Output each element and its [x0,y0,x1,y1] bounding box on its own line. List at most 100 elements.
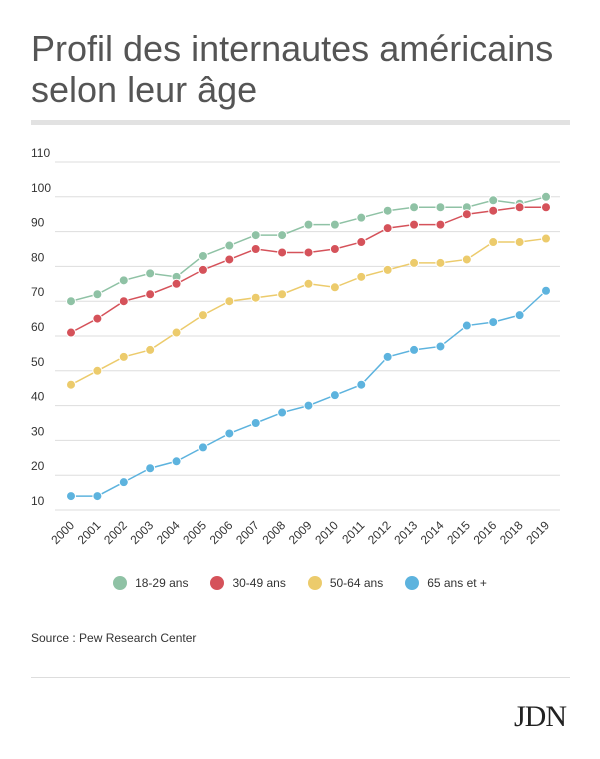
data-point [382,205,393,216]
data-point [118,275,129,286]
footer-divider [31,677,570,678]
x-tick-label: 2003 [128,518,157,547]
data-point [488,205,499,216]
jdn-logo: JDN [513,700,567,733]
legend-label-30-49: 30-49 ans [232,576,286,590]
data-point [197,310,208,321]
data-point [197,442,208,453]
x-tick-label: 2002 [101,518,130,547]
page-title: Profil des internautes américains selon … [31,28,554,110]
data-point [382,223,393,234]
legend-label-50-64: 50-64 ans [329,576,384,590]
data-point [197,250,208,261]
legend-dot-18-29 [113,576,128,590]
legend-label-18-29: 18-29 ans [135,576,189,590]
y-tick-label: 50 [31,355,45,369]
source-note: Source : Pew Research Center [31,631,197,645]
data-point [92,491,103,502]
data-point [409,344,420,355]
series-line-3 [71,290,547,497]
data-point [461,209,472,220]
data-point [514,237,525,248]
x-tick-label: 2008 [259,518,288,547]
data-point [303,400,314,411]
data-point [329,244,340,254]
legend-item-18-29: 18-29 ans [113,576,188,590]
y-tick-label: 80 [31,250,45,264]
x-tick-label: 2005 [180,518,209,547]
x-tick-label: 2010 [312,518,341,547]
data-point [197,264,208,275]
y-tick-label: 110 [31,146,50,160]
data-point [541,191,551,202]
data-point [329,390,340,401]
data-point [277,407,288,418]
legend-item-50-64: 50-64 ans [307,576,384,590]
data-point [329,219,340,230]
data-point [409,219,420,230]
x-tick-label: 2001 [75,518,104,547]
series-line-2 [70,237,547,386]
x-tick-label: 2013 [391,518,420,547]
data-point [356,379,367,390]
y-tick-label: 30 [31,424,45,438]
legend-dot-65-plus [405,576,420,590]
data-point [303,278,314,289]
data-point [541,202,551,213]
x-tick-label: 2014 [418,518,447,547]
data-point [329,282,340,293]
data-point [145,344,156,355]
line-chart: 10 20 30 40 50 60 70 80 90 100 110 2000200120022003… [31,146,560,547]
data-point [145,289,156,300]
data-point [118,296,129,307]
y-tick-label: 70 [31,285,45,299]
data-point [145,463,156,474]
chart-legend: 18-29 ans 30-49 ans 50-64 ans 65 ans et … [0,576,600,590]
data-point [461,254,472,265]
title-divider [31,120,570,125]
legend-dot-30-49 [210,576,225,590]
x-tick-label: 2006 [207,518,236,547]
data-point [488,317,499,328]
data-point [514,310,525,321]
data-point [435,202,446,213]
x-tick-label: 2015 [444,518,473,547]
data-point [514,202,525,213]
data-point [250,244,261,254]
y-tick-label: 20 [31,459,45,473]
legend-label-65-plus: 65 ans et + [427,576,487,590]
legend-item-30-49: 30-49 ans [210,576,286,590]
data-point [356,212,367,223]
data-point [435,257,446,268]
data-point [541,285,551,296]
data-point [461,320,472,331]
data-point [92,365,103,376]
data-point [303,219,314,230]
y-tick-label: 40 [31,390,45,404]
data-point [382,264,393,275]
data-point [118,477,129,488]
data-point [171,327,182,338]
data-point [250,292,261,303]
data-point [356,271,367,282]
data-point [409,202,420,213]
x-tick-label: 2012 [365,518,394,547]
data-point [541,233,551,244]
y-tick-label: 60 [31,320,45,334]
y-tick-label: 90 [31,216,45,230]
data-point [171,278,182,289]
legend-item-65-plus: 65 ans et + [405,576,487,590]
data-point [356,237,367,248]
y-tick-label: 100 [31,181,51,195]
data-point [488,237,499,248]
data-point [145,268,156,279]
x-tick-label: 2000 [48,518,77,547]
x-tick-label: 2016 [471,518,500,547]
data-point [92,313,103,324]
data-point [409,257,420,268]
data-point [66,327,76,338]
data-point [250,418,261,428]
data-point [382,351,393,362]
legend-dot-50-64 [307,576,322,590]
x-tick-label: 2019 [523,518,552,547]
